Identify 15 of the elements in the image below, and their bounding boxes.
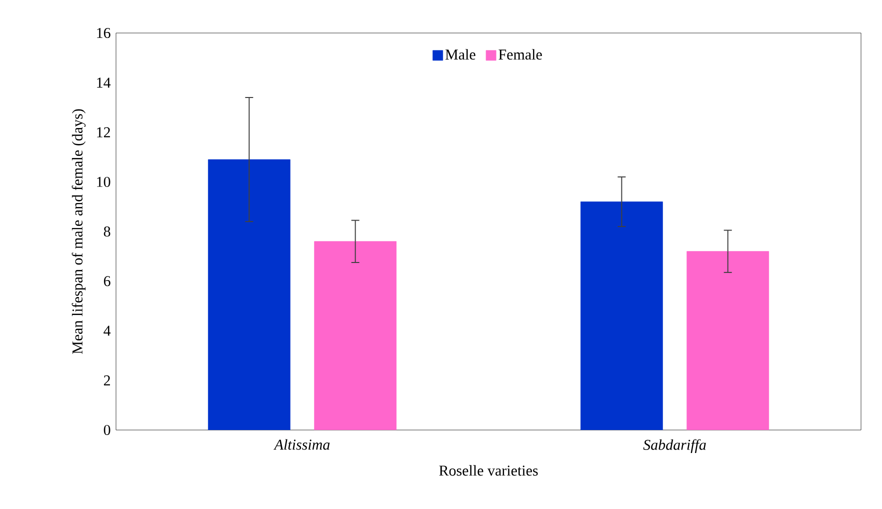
- y-tick-label: 4: [104, 326, 111, 336]
- y-tick-label: 2: [104, 375, 110, 386]
- x-tick-label: Sabdariffa: [643, 439, 706, 453]
- x-tick-label: Altissima: [274, 439, 330, 450]
- y-tick-label: 8: [104, 226, 110, 237]
- y-tick-label: 6: [104, 276, 110, 286]
- y-tick-label: 0: [104, 424, 110, 436]
- x-axis-title: Roselle varieties: [439, 465, 538, 476]
- y-tick-label: 14: [97, 78, 111, 88]
- y-tick-label: 12: [97, 127, 110, 138]
- legend-label: Female: [498, 49, 542, 60]
- legend-label: Male: [445, 49, 476, 60]
- y-axis-title: Mean lifespan of male and female (days): [72, 109, 86, 354]
- y-tick-label: 10: [97, 176, 110, 187]
- y-tick-label: 16: [97, 28, 110, 38]
